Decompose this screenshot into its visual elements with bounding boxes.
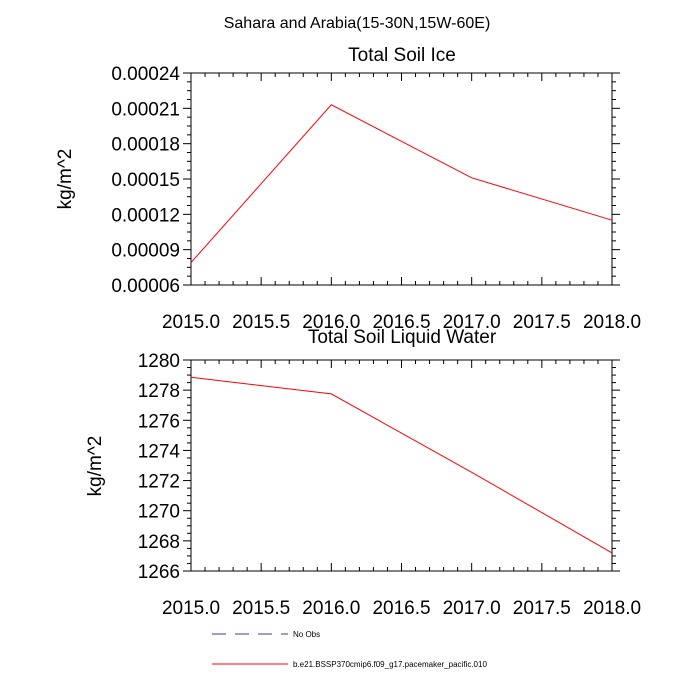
y-tick-label: 0.00015 bbox=[111, 170, 180, 191]
chart-title: Total Soil Ice bbox=[348, 45, 456, 66]
x-tick-label: 2015.5 bbox=[232, 598, 290, 619]
y-tick-label: 0.00021 bbox=[111, 99, 180, 120]
y-tick-label: 1266 bbox=[138, 562, 180, 583]
x-tick-label: 2017.0 bbox=[443, 598, 501, 619]
y-tick-label: 1280 bbox=[138, 351, 180, 372]
y-tick-label: 1276 bbox=[138, 411, 180, 432]
series-line bbox=[190, 104, 613, 263]
y-tick-label: 1268 bbox=[138, 532, 180, 553]
x-tick-label: 2018.0 bbox=[583, 598, 641, 619]
x-tick-label: 2016.0 bbox=[302, 598, 360, 619]
plot-frame bbox=[190, 359, 613, 572]
chart-panel-soil-liquid-water: Total Soil Liquid Water kg/m^2 2015.0 201… bbox=[85, 327, 641, 619]
x-tick-label: 2018.0 bbox=[583, 312, 641, 333]
x-tick-label: 2017.5 bbox=[513, 598, 571, 619]
chart-panel-soil-ice: Total Soil Ice kg/m^2 2015.0 2015.5 2016.0… bbox=[55, 45, 641, 333]
x-tick-label: 2016.5 bbox=[372, 598, 430, 619]
y-tick-label: 0.00009 bbox=[111, 241, 180, 262]
y-tick-label: 1272 bbox=[138, 472, 180, 493]
y-axis-label: kg/m^2 bbox=[85, 436, 106, 497]
x-tick-label: 2016.5 bbox=[372, 312, 430, 333]
y-tick-label: 1274 bbox=[138, 441, 181, 462]
y-tick-label: 0.00006 bbox=[111, 276, 180, 297]
legend-label-no-obs: No Obs bbox=[293, 630, 320, 639]
x-tick-label: 2016.0 bbox=[302, 312, 360, 333]
x-tick-label: 2015.0 bbox=[162, 598, 220, 619]
legend: No Obs b.e21.BSSP370cmip6.f09_g17.pacema… bbox=[212, 630, 487, 669]
y-tick-label: 0.00024 bbox=[111, 64, 180, 85]
x-tick-label: 2015.0 bbox=[162, 312, 220, 333]
plot-frame bbox=[190, 72, 613, 286]
figure-suptitle: Sahara and Arabia(15-30N,15W-60E) bbox=[224, 15, 491, 32]
legend-label-model: b.e21.BSSP370cmip6.f09_g17.pacemaker_pac… bbox=[293, 660, 487, 669]
y-axis-label: kg/m^2 bbox=[55, 149, 76, 210]
y-tick-label: 1278 bbox=[138, 381, 180, 402]
y-tick-label: 0.00012 bbox=[111, 205, 180, 226]
y-tick-label: 0.00018 bbox=[111, 135, 180, 156]
x-tick-label: 2017.5 bbox=[513, 312, 571, 333]
y-tick-label: 1270 bbox=[138, 502, 180, 523]
chart-title: Total Soil Liquid Water bbox=[308, 327, 497, 348]
x-tick-label: 2015.5 bbox=[232, 312, 290, 333]
series-line bbox=[190, 376, 613, 554]
x-tick-label: 2017.0 bbox=[443, 312, 501, 333]
